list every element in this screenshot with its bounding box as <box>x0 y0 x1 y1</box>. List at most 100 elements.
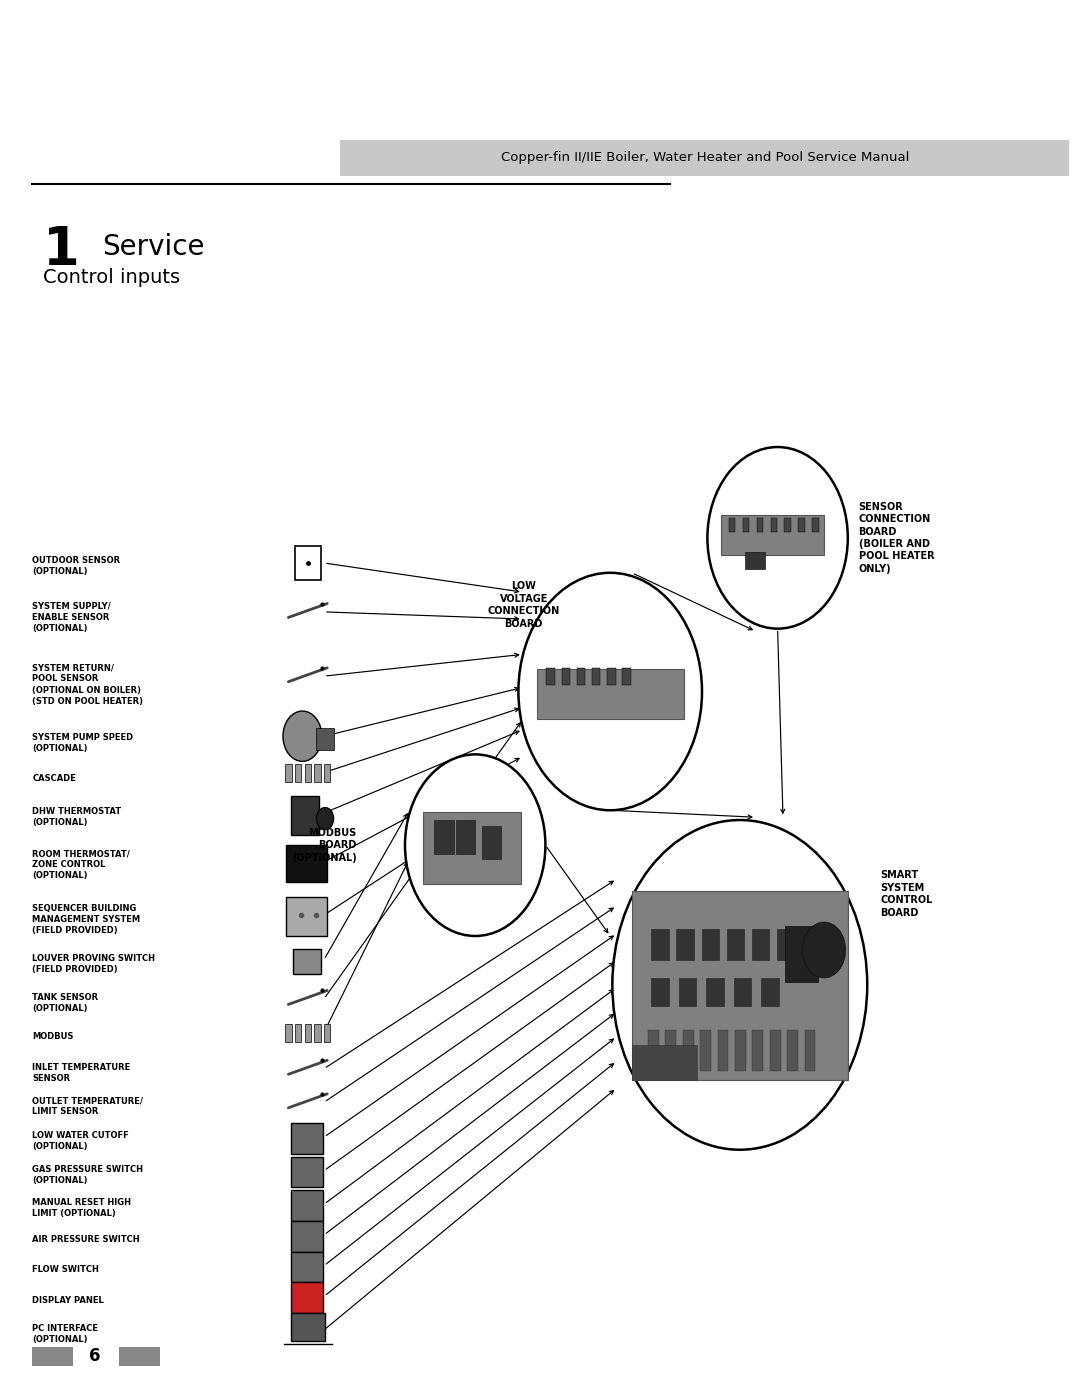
FancyBboxPatch shape <box>717 1030 728 1071</box>
Text: AIR PRESSURE SWITCH: AIR PRESSURE SWITCH <box>32 1235 140 1243</box>
FancyBboxPatch shape <box>665 1030 676 1071</box>
FancyBboxPatch shape <box>291 1190 323 1221</box>
Text: 1: 1 <box>43 224 80 275</box>
FancyBboxPatch shape <box>291 1123 323 1154</box>
Text: SYSTEM PUMP SPEED
(OPTIONAL): SYSTEM PUMP SPEED (OPTIONAL) <box>32 733 134 753</box>
FancyBboxPatch shape <box>752 929 769 960</box>
FancyBboxPatch shape <box>295 764 301 782</box>
Text: LOW WATER CUTOFF
(OPTIONAL): LOW WATER CUTOFF (OPTIONAL) <box>32 1132 130 1151</box>
FancyBboxPatch shape <box>770 518 778 532</box>
FancyBboxPatch shape <box>285 1024 292 1042</box>
FancyBboxPatch shape <box>324 764 330 782</box>
Circle shape <box>405 754 545 936</box>
FancyBboxPatch shape <box>770 1030 781 1071</box>
Text: MODBUS
BOARD
(OPTIONAL): MODBUS BOARD (OPTIONAL) <box>292 828 356 862</box>
FancyBboxPatch shape <box>721 515 824 555</box>
Text: SYSTEM RETURN/
POOL SENSOR
(OPTIONAL ON BOILER)
(STD ON POOL HEATER): SYSTEM RETURN/ POOL SENSOR (OPTIONAL ON … <box>32 664 144 705</box>
FancyBboxPatch shape <box>286 897 327 936</box>
FancyBboxPatch shape <box>340 140 1069 176</box>
FancyBboxPatch shape <box>537 669 684 719</box>
FancyBboxPatch shape <box>305 764 311 782</box>
FancyBboxPatch shape <box>607 668 616 685</box>
FancyBboxPatch shape <box>753 1030 764 1071</box>
Text: DHW THERMOSTAT
(OPTIONAL): DHW THERMOSTAT (OPTIONAL) <box>32 807 122 827</box>
FancyBboxPatch shape <box>32 1347 73 1366</box>
Circle shape <box>283 711 322 761</box>
Text: MANUAL RESET HIGH
LIMIT (OPTIONAL): MANUAL RESET HIGH LIMIT (OPTIONAL) <box>32 1199 132 1218</box>
FancyBboxPatch shape <box>706 978 724 1006</box>
Circle shape <box>802 922 846 978</box>
FancyBboxPatch shape <box>562 668 570 685</box>
FancyBboxPatch shape <box>592 668 600 685</box>
FancyBboxPatch shape <box>324 1024 330 1042</box>
FancyBboxPatch shape <box>291 796 319 835</box>
Circle shape <box>612 820 867 1150</box>
Circle shape <box>518 573 702 810</box>
Text: ROOM THERMOSTAT/
ZONE CONTROL
(OPTIONAL): ROOM THERMOSTAT/ ZONE CONTROL (OPTIONAL) <box>32 849 131 880</box>
FancyBboxPatch shape <box>700 1030 711 1071</box>
FancyBboxPatch shape <box>812 518 819 532</box>
FancyBboxPatch shape <box>434 820 454 854</box>
FancyBboxPatch shape <box>314 1024 321 1042</box>
Text: FLOW SWITCH: FLOW SWITCH <box>32 1266 99 1274</box>
FancyBboxPatch shape <box>683 1030 693 1071</box>
FancyBboxPatch shape <box>729 518 735 532</box>
Text: Copper-fin II/IIE Boiler, Water Heater and Pool Service Manual: Copper-fin II/IIE Boiler, Water Heater a… <box>500 151 909 165</box>
FancyBboxPatch shape <box>577 668 585 685</box>
FancyBboxPatch shape <box>291 1221 323 1252</box>
FancyBboxPatch shape <box>316 728 334 750</box>
FancyBboxPatch shape <box>761 978 779 1006</box>
FancyBboxPatch shape <box>295 546 321 580</box>
Text: LOUVER PROVING SWITCH
(FIELD PROVIDED): LOUVER PROVING SWITCH (FIELD PROVIDED) <box>32 954 156 974</box>
FancyBboxPatch shape <box>787 1030 798 1071</box>
Text: DISPLAY PANEL: DISPLAY PANEL <box>32 1296 104 1305</box>
FancyBboxPatch shape <box>778 929 795 960</box>
FancyBboxPatch shape <box>676 929 693 960</box>
Text: Service: Service <box>103 233 205 261</box>
FancyBboxPatch shape <box>119 1347 160 1366</box>
Text: PC INTERFACE
(OPTIONAL): PC INTERFACE (OPTIONAL) <box>32 1324 98 1344</box>
FancyBboxPatch shape <box>785 926 818 982</box>
FancyBboxPatch shape <box>291 1252 323 1282</box>
FancyBboxPatch shape <box>651 929 669 960</box>
FancyBboxPatch shape <box>295 1024 301 1042</box>
FancyBboxPatch shape <box>293 949 321 974</box>
FancyBboxPatch shape <box>305 1024 311 1042</box>
Text: SENSOR
CONNECTION
BOARD
(BOILER AND
POOL HEATER
ONLY): SENSOR CONNECTION BOARD (BOILER AND POOL… <box>859 502 934 574</box>
FancyBboxPatch shape <box>784 518 791 532</box>
FancyBboxPatch shape <box>291 1313 325 1341</box>
FancyBboxPatch shape <box>757 518 764 532</box>
FancyBboxPatch shape <box>546 668 555 685</box>
FancyBboxPatch shape <box>727 929 744 960</box>
FancyBboxPatch shape <box>285 764 292 782</box>
Text: SMART
SYSTEM
CONTROL
BOARD: SMART SYSTEM CONTROL BOARD <box>880 870 932 918</box>
FancyBboxPatch shape <box>702 929 719 960</box>
FancyBboxPatch shape <box>291 1282 323 1313</box>
FancyBboxPatch shape <box>423 812 521 884</box>
FancyBboxPatch shape <box>798 518 805 532</box>
FancyBboxPatch shape <box>456 820 475 854</box>
Text: SEQUENCER BUILDING
MANAGEMENT SYSTEM
(FIELD PROVIDED): SEQUENCER BUILDING MANAGEMENT SYSTEM (FI… <box>32 904 140 935</box>
FancyBboxPatch shape <box>291 1157 323 1187</box>
Text: TANK SENSOR
(OPTIONAL): TANK SENSOR (OPTIONAL) <box>32 993 98 1013</box>
FancyBboxPatch shape <box>632 891 848 1080</box>
FancyBboxPatch shape <box>745 552 765 569</box>
FancyBboxPatch shape <box>679 978 697 1006</box>
FancyBboxPatch shape <box>622 668 631 685</box>
Text: OUTLET TEMPERATURE/
LIMIT SENSOR: OUTLET TEMPERATURE/ LIMIT SENSOR <box>32 1097 144 1116</box>
Text: MODBUS: MODBUS <box>32 1032 73 1041</box>
Text: 6: 6 <box>89 1348 100 1365</box>
FancyBboxPatch shape <box>735 1030 746 1071</box>
Text: OUTDOOR SENSOR
(OPTIONAL): OUTDOOR SENSOR (OPTIONAL) <box>32 556 121 576</box>
Circle shape <box>707 447 848 629</box>
Circle shape <box>316 807 334 830</box>
FancyBboxPatch shape <box>743 518 750 532</box>
FancyBboxPatch shape <box>632 1045 697 1080</box>
FancyBboxPatch shape <box>805 1030 815 1071</box>
FancyBboxPatch shape <box>802 929 820 960</box>
FancyBboxPatch shape <box>286 845 327 882</box>
FancyBboxPatch shape <box>651 978 669 1006</box>
FancyBboxPatch shape <box>648 1030 659 1071</box>
Text: GAS PRESSURE SWITCH
(OPTIONAL): GAS PRESSURE SWITCH (OPTIONAL) <box>32 1165 144 1185</box>
Text: LOW
VOLTAGE
CONNECTION
BOARD: LOW VOLTAGE CONNECTION BOARD <box>488 581 559 629</box>
